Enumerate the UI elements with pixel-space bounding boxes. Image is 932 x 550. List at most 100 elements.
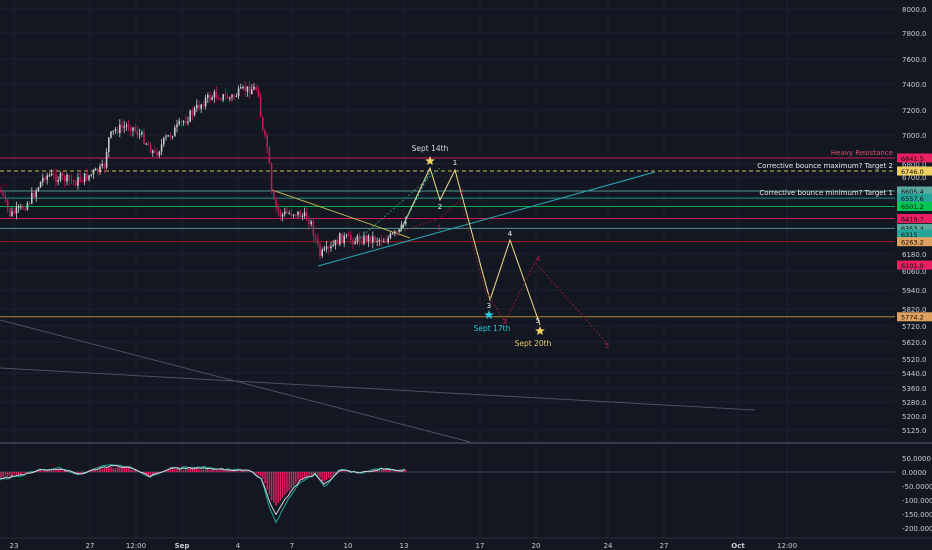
level-label: Heavy Resistance bbox=[831, 149, 893, 157]
candle-body bbox=[365, 235, 367, 242]
x-tick-label: 13 bbox=[400, 542, 409, 550]
candle-body bbox=[31, 192, 33, 204]
candle-body bbox=[44, 177, 46, 180]
candles bbox=[0, 81, 407, 260]
candle-body bbox=[207, 94, 209, 99]
trendlines bbox=[0, 171, 756, 443]
candle-body bbox=[220, 99, 222, 101]
candle-body bbox=[59, 173, 62, 181]
candle-body bbox=[268, 147, 271, 164]
candle-body bbox=[123, 126, 125, 128]
candle-body bbox=[380, 239, 383, 243]
price-tag bbox=[897, 237, 932, 247]
candle-body bbox=[374, 236, 376, 242]
candle-body bbox=[218, 97, 220, 100]
price-tag bbox=[897, 312, 932, 322]
candle-body bbox=[20, 206, 22, 208]
candle-body bbox=[143, 132, 145, 144]
candle-body bbox=[28, 203, 31, 205]
candle-body bbox=[279, 211, 282, 217]
wave-label-yellow: 3 bbox=[487, 302, 491, 310]
y-tick-label: 5820.0 bbox=[902, 306, 927, 314]
candle-body bbox=[68, 174, 70, 180]
candle-body bbox=[400, 224, 403, 230]
wave-label-red: 4 bbox=[536, 255, 541, 263]
candle-body bbox=[229, 97, 231, 99]
candle-body bbox=[284, 211, 286, 215]
candle-body bbox=[334, 239, 337, 246]
candle-body bbox=[66, 174, 68, 182]
y-tick-label: 5280.0 bbox=[902, 399, 927, 407]
candle-body bbox=[101, 163, 103, 167]
price-axis[interactable]: 8000.0 7800.0 7600.0 7400.0 7200.0 7000.0 6800… bbox=[897, 6, 932, 533]
candle-body bbox=[187, 121, 189, 124]
candle-body bbox=[176, 124, 178, 128]
candle-body bbox=[77, 177, 79, 186]
y-tick-label: 5440.0 bbox=[902, 370, 927, 378]
x-tick-label: 24 bbox=[604, 542, 613, 550]
price-tag-label: 5774.2 bbox=[901, 314, 924, 322]
candle-body bbox=[141, 132, 143, 135]
candle-body bbox=[145, 143, 147, 145]
candle-body bbox=[321, 249, 323, 256]
candle-body bbox=[72, 180, 75, 182]
candle-body bbox=[310, 221, 312, 225]
candle-body bbox=[35, 190, 37, 198]
candle-body bbox=[88, 175, 90, 180]
candle-body bbox=[372, 236, 374, 243]
candle-body bbox=[222, 94, 224, 101]
candle-body bbox=[242, 86, 244, 88]
candle-body bbox=[306, 212, 308, 221]
price-tag-label: 6101.9 bbox=[901, 262, 924, 270]
candle-body bbox=[182, 121, 185, 123]
candle-body bbox=[317, 238, 319, 245]
candle-body bbox=[383, 241, 385, 243]
candle-body bbox=[275, 199, 277, 207]
x-tick-label: 27 bbox=[86, 542, 95, 550]
candle-body bbox=[226, 95, 229, 99]
candle-body bbox=[358, 235, 361, 242]
time-axis[interactable]: 23 27 12:00 Sep 4 7 10 13 17 20 24 27 Oct 12:00 bbox=[0, 537, 932, 550]
candle-body bbox=[138, 134, 141, 136]
candle-body bbox=[204, 98, 207, 107]
candle-body bbox=[39, 181, 42, 188]
candle-body bbox=[270, 163, 273, 192]
candle-body bbox=[215, 91, 218, 98]
candle-body bbox=[350, 235, 352, 241]
candle-body bbox=[125, 125, 128, 127]
annotation-sept-20th: Sept 20th bbox=[515, 339, 552, 348]
candle-body bbox=[99, 166, 101, 173]
candle-body bbox=[336, 239, 339, 245]
price-tag bbox=[897, 214, 932, 224]
candle-body bbox=[156, 152, 158, 156]
star-marker bbox=[425, 156, 435, 165]
y-tick-label: 5200.0 bbox=[902, 413, 927, 421]
price-tag bbox=[897, 193, 932, 203]
wave-label-red: 1 bbox=[437, 224, 441, 232]
horizontal-levels: Heavy Resistance Corrective bounce maximu… bbox=[0, 149, 895, 318]
candle-body bbox=[167, 135, 169, 137]
candle-body bbox=[378, 239, 381, 241]
trendline-long bbox=[0, 367, 756, 411]
candle-body bbox=[319, 244, 321, 256]
candle-body bbox=[2, 192, 4, 196]
x-tick-label: Oct bbox=[731, 542, 745, 550]
candle-body bbox=[97, 168, 99, 173]
candle-body bbox=[152, 150, 154, 153]
price-tag bbox=[897, 166, 932, 176]
candle-body bbox=[37, 187, 40, 191]
candle-body bbox=[11, 211, 13, 217]
candle-body bbox=[253, 86, 255, 90]
candle-body bbox=[361, 241, 363, 244]
candle-body bbox=[292, 214, 295, 216]
y-tick-label: 5360.0 bbox=[902, 385, 927, 393]
x-tick-label: 27 bbox=[660, 542, 669, 550]
candle-body bbox=[299, 211, 301, 218]
candle-body bbox=[209, 94, 211, 100]
candle-body bbox=[308, 220, 310, 225]
candle-body bbox=[295, 214, 297, 216]
candle-body bbox=[174, 127, 176, 137]
x-tick-label: Sep bbox=[175, 542, 190, 550]
wave-label-yellow: 5 bbox=[536, 317, 540, 325]
